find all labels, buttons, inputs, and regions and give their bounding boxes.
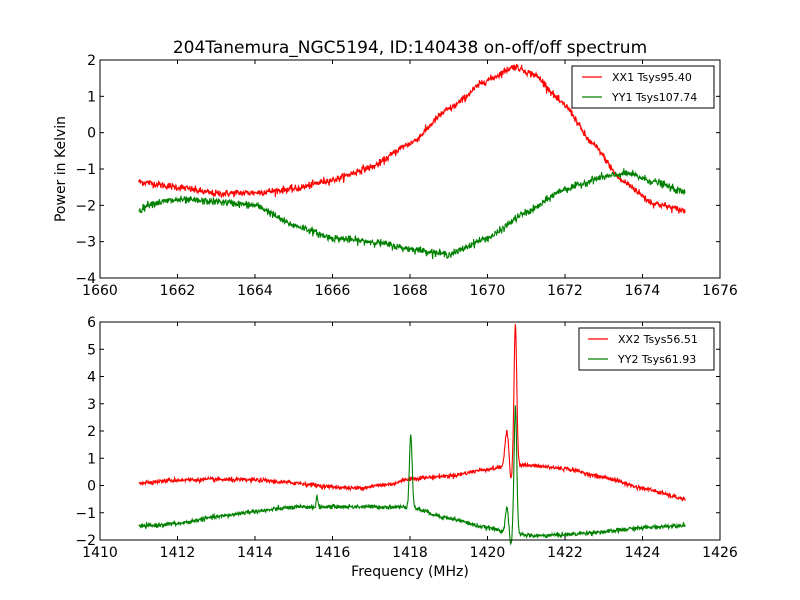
bottom-x-tick-label: 1418: [392, 545, 428, 561]
top-x-tick-label: 1672: [547, 283, 583, 299]
bottom-series-xx2-line: [138, 324, 686, 502]
top-y-tick-label: −4: [75, 271, 96, 287]
top-legend: XX1 Tsys95.40 YY1 Tsys107.74: [571, 65, 715, 109]
top-y-tick-label: 2: [87, 53, 96, 69]
bottom-legend-box: [578, 327, 715, 371]
bottom-x-tick-label: 1412: [160, 545, 196, 561]
bottom-y-tick-label: 2: [87, 424, 96, 440]
top-x-tick-label: 1664: [237, 283, 273, 299]
bottom-y-tick-label: 3: [87, 397, 96, 413]
bottom-y-tick-label: 4: [87, 370, 96, 386]
bottom-spectrum-plot: 1410 1412 1414 1416 1418 1420 1422 1424 1426−2−1…: [75, 315, 738, 580]
chart-title: 204Tanemura_NGC5194, ID:140438 on-off/of…: [173, 38, 647, 58]
top-y-tick-label: −1: [75, 162, 96, 178]
top-legend-label-yy1: YY1 Tsys107.74: [611, 91, 697, 104]
bottom-legend: XX2 Tsys56.51 YY2 Tsys61.93: [578, 327, 715, 371]
bottom-y-tick-label: 5: [87, 342, 96, 358]
bottom-y-tick-label: −1: [75, 506, 96, 522]
bottom-x-tick-label: 1424: [625, 545, 661, 561]
top-x-tick-label: 1660: [82, 283, 118, 299]
bottom-y-tick-label: 1: [87, 451, 96, 467]
bottom-series-yy2-line: [138, 405, 686, 546]
top-series-yy1-line: [138, 168, 686, 260]
top-series-layer: [138, 63, 686, 260]
top-series-xx1-line: [138, 63, 686, 215]
top-spectrum-plot: 1660 1662 1664 1666 1668 1670 1672 1674 1676 −4 −3…: [53, 53, 738, 299]
bottom-x-tick-label: 1426: [702, 545, 738, 561]
bottom-y-tick-label: −2: [75, 533, 96, 549]
top-ticks: 1660 1662 1664 1666 1668 1670 1672 1674 1676 −4 −3…: [75, 53, 738, 299]
bottom-x-tick-label: 1422: [547, 545, 583, 561]
top-y-tick-label: −3: [75, 235, 96, 251]
top-x-tick-label: 1670: [470, 283, 506, 299]
bottom-x-tick-label: 1414: [237, 545, 273, 561]
bottom-legend-label-xx2: XX2 Tsys56.51: [618, 333, 698, 346]
bottom-ticks: 1410 1412 1414 1416 1418 1420 1422 1424 1426−2−1…: [75, 315, 738, 561]
top-y-tick-label: 1: [87, 89, 96, 105]
top-y-tick-label: −2: [75, 198, 96, 214]
bottom-x-tick-label: 1416: [315, 545, 351, 561]
bottom-x-axis-label: Frequency (MHz): [351, 564, 469, 580]
top-x-tick-label: 1674: [625, 283, 661, 299]
bottom-x-tick-label: 1420: [470, 545, 506, 561]
top-x-tick-label: 1668: [392, 283, 428, 299]
bottom-x-tick-label: 1410: [82, 545, 118, 561]
top-x-tick-label: 1662: [160, 283, 196, 299]
bottom-y-tick-label: 0: [87, 479, 96, 495]
bottom-series-layer: [138, 324, 686, 546]
top-x-tick-label: 1676: [702, 283, 738, 299]
top-y-tick-label: 0: [87, 126, 96, 142]
top-x-tick-label: 1666: [315, 283, 351, 299]
top-legend-box: [571, 65, 715, 109]
top-y-axis-label: Power in Kelvin: [53, 116, 69, 222]
top-legend-label-xx1: XX1 Tsys95.40: [612, 71, 692, 84]
bottom-y-tick-label: 6: [87, 315, 96, 331]
bottom-legend-label-yy2: YY2 Tsys61.93: [617, 353, 696, 366]
